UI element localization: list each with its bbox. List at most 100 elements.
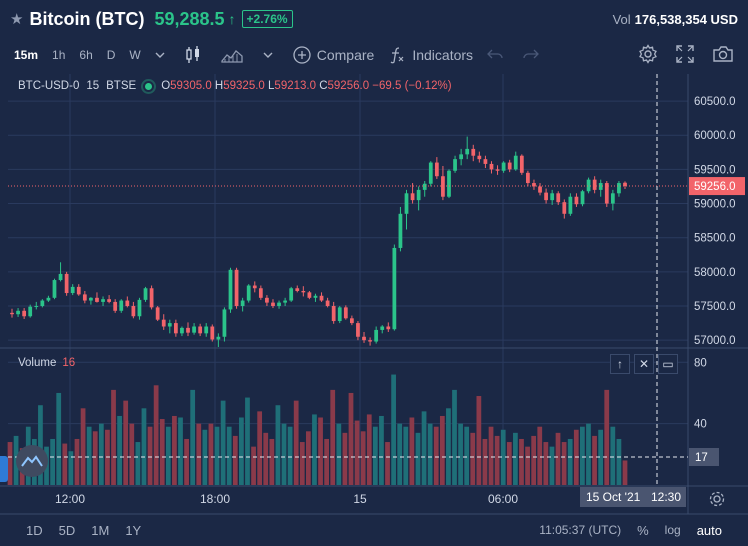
volume-pane-controls: ↑ ✕ ▭ xyxy=(610,354,678,374)
volume-bar xyxy=(622,460,628,485)
timeframe-6h[interactable]: 6h xyxy=(79,48,93,62)
volume-bar xyxy=(293,400,299,485)
candle-body xyxy=(507,162,512,170)
volume-bar xyxy=(446,408,451,485)
arrow-up-icon: ↑ xyxy=(617,357,623,371)
candle-body xyxy=(592,179,597,190)
volume-bar xyxy=(391,374,396,485)
pane-move-up-button[interactable]: ↑ xyxy=(610,354,630,374)
candle-body xyxy=(22,310,27,317)
volume-bar xyxy=(159,419,165,485)
pane-maximize-button[interactable]: ▭ xyxy=(658,354,678,374)
clock[interactable]: 11:05:37 (UTC) xyxy=(539,523,622,537)
current-price: 59,288.5 xyxy=(154,8,225,29)
range-1y[interactable]: 1Y xyxy=(125,522,142,538)
candle-body xyxy=(337,307,342,322)
candle-body xyxy=(295,288,300,291)
candle-body xyxy=(410,193,415,201)
volume-bar xyxy=(427,423,433,485)
volume-bar xyxy=(129,423,135,485)
candle-body xyxy=(210,326,215,340)
fullscreen-button[interactable] xyxy=(676,44,694,66)
compare-label: Compare xyxy=(316,47,375,63)
range-1d[interactable]: 1D xyxy=(26,522,43,538)
volume-bar xyxy=(165,426,171,485)
candle-body xyxy=(258,288,263,298)
pane-close-button[interactable]: ✕ xyxy=(634,354,654,374)
candle-body xyxy=(149,288,154,308)
candle-body xyxy=(155,307,160,320)
candle-body xyxy=(598,183,603,190)
candle-body xyxy=(107,299,111,302)
volume-label: Volume xyxy=(18,357,57,369)
candle-body xyxy=(453,159,457,171)
auto-scale-toggle[interactable]: auto xyxy=(696,522,722,538)
candle-body xyxy=(119,300,124,311)
volume-bar xyxy=(592,435,597,485)
volume-bar xyxy=(561,442,567,485)
high-label: H xyxy=(214,80,224,92)
range-1m[interactable]: 1M xyxy=(91,522,110,538)
volume-bar xyxy=(190,389,196,485)
candle-body xyxy=(28,306,33,317)
candle-body xyxy=(604,183,609,204)
candle-body xyxy=(477,155,482,160)
candle-body xyxy=(349,318,354,324)
candlestick-type-button[interactable] xyxy=(185,46,207,64)
last-price-label-bg xyxy=(689,177,745,196)
candle-body xyxy=(46,297,51,301)
volume-bar xyxy=(555,432,561,485)
candle-body xyxy=(228,269,233,310)
candle-body xyxy=(234,269,239,307)
volume-bar xyxy=(464,426,470,485)
compare-button[interactable]: Compare xyxy=(293,46,375,64)
candle-body xyxy=(167,323,172,327)
log-scale-toggle[interactable]: log xyxy=(664,523,681,537)
candle-body xyxy=(198,326,203,334)
chart-type-dropdown[interactable] xyxy=(263,51,279,59)
timeframe-w[interactable]: W xyxy=(129,48,141,62)
timeframe-d[interactable]: D xyxy=(106,48,116,62)
candle-body xyxy=(76,286,81,295)
candle-body xyxy=(483,159,488,164)
candle-body xyxy=(544,192,548,201)
volume-bar xyxy=(208,423,214,485)
snapshot-button[interactable] xyxy=(712,45,734,66)
side-panel-handle[interactable] xyxy=(0,456,8,482)
volume-bar xyxy=(342,432,348,485)
candle-body xyxy=(343,307,348,319)
timeframe-1h[interactable]: 1h xyxy=(52,48,66,62)
volume-bar xyxy=(80,408,86,485)
candle-body xyxy=(356,323,360,337)
settings-button[interactable] xyxy=(638,43,658,67)
time-tick-label: 18:00 xyxy=(200,492,230,506)
maximize-icon: ▭ xyxy=(662,357,674,371)
undo-button[interactable] xyxy=(487,48,509,62)
time-tick-label: 12:00 xyxy=(55,492,85,506)
price-tick-label: 58000.0 xyxy=(694,267,736,279)
volume-bar xyxy=(117,415,122,485)
volume-bar xyxy=(537,426,543,485)
candle-body xyxy=(283,300,288,303)
legend-symbol[interactable]: BTC-USD-0 xyxy=(18,80,80,92)
volume-bar xyxy=(598,429,604,485)
percent-scale-toggle[interactable]: % xyxy=(637,522,649,538)
candle-body xyxy=(186,327,190,333)
timeframe-15m[interactable]: 15m xyxy=(14,48,39,62)
candle-body xyxy=(501,162,506,171)
open-label: O xyxy=(161,80,171,92)
redo-button[interactable] xyxy=(523,48,545,62)
indicators-button[interactable]: Indicators xyxy=(388,46,473,64)
star-icon[interactable]: ★ xyxy=(10,11,24,28)
volume-bar xyxy=(421,411,427,485)
timeframe-dropdown[interactable] xyxy=(155,51,171,59)
price-change-badge: +2.76% xyxy=(241,10,293,28)
candle-body xyxy=(404,193,409,214)
area-chart-button[interactable] xyxy=(221,47,249,63)
candle-body xyxy=(386,326,391,330)
volume-bars-layer xyxy=(7,374,628,485)
range-5d[interactable]: 5D xyxy=(58,522,76,538)
volume-bar xyxy=(476,396,482,485)
candle-body xyxy=(392,247,397,330)
